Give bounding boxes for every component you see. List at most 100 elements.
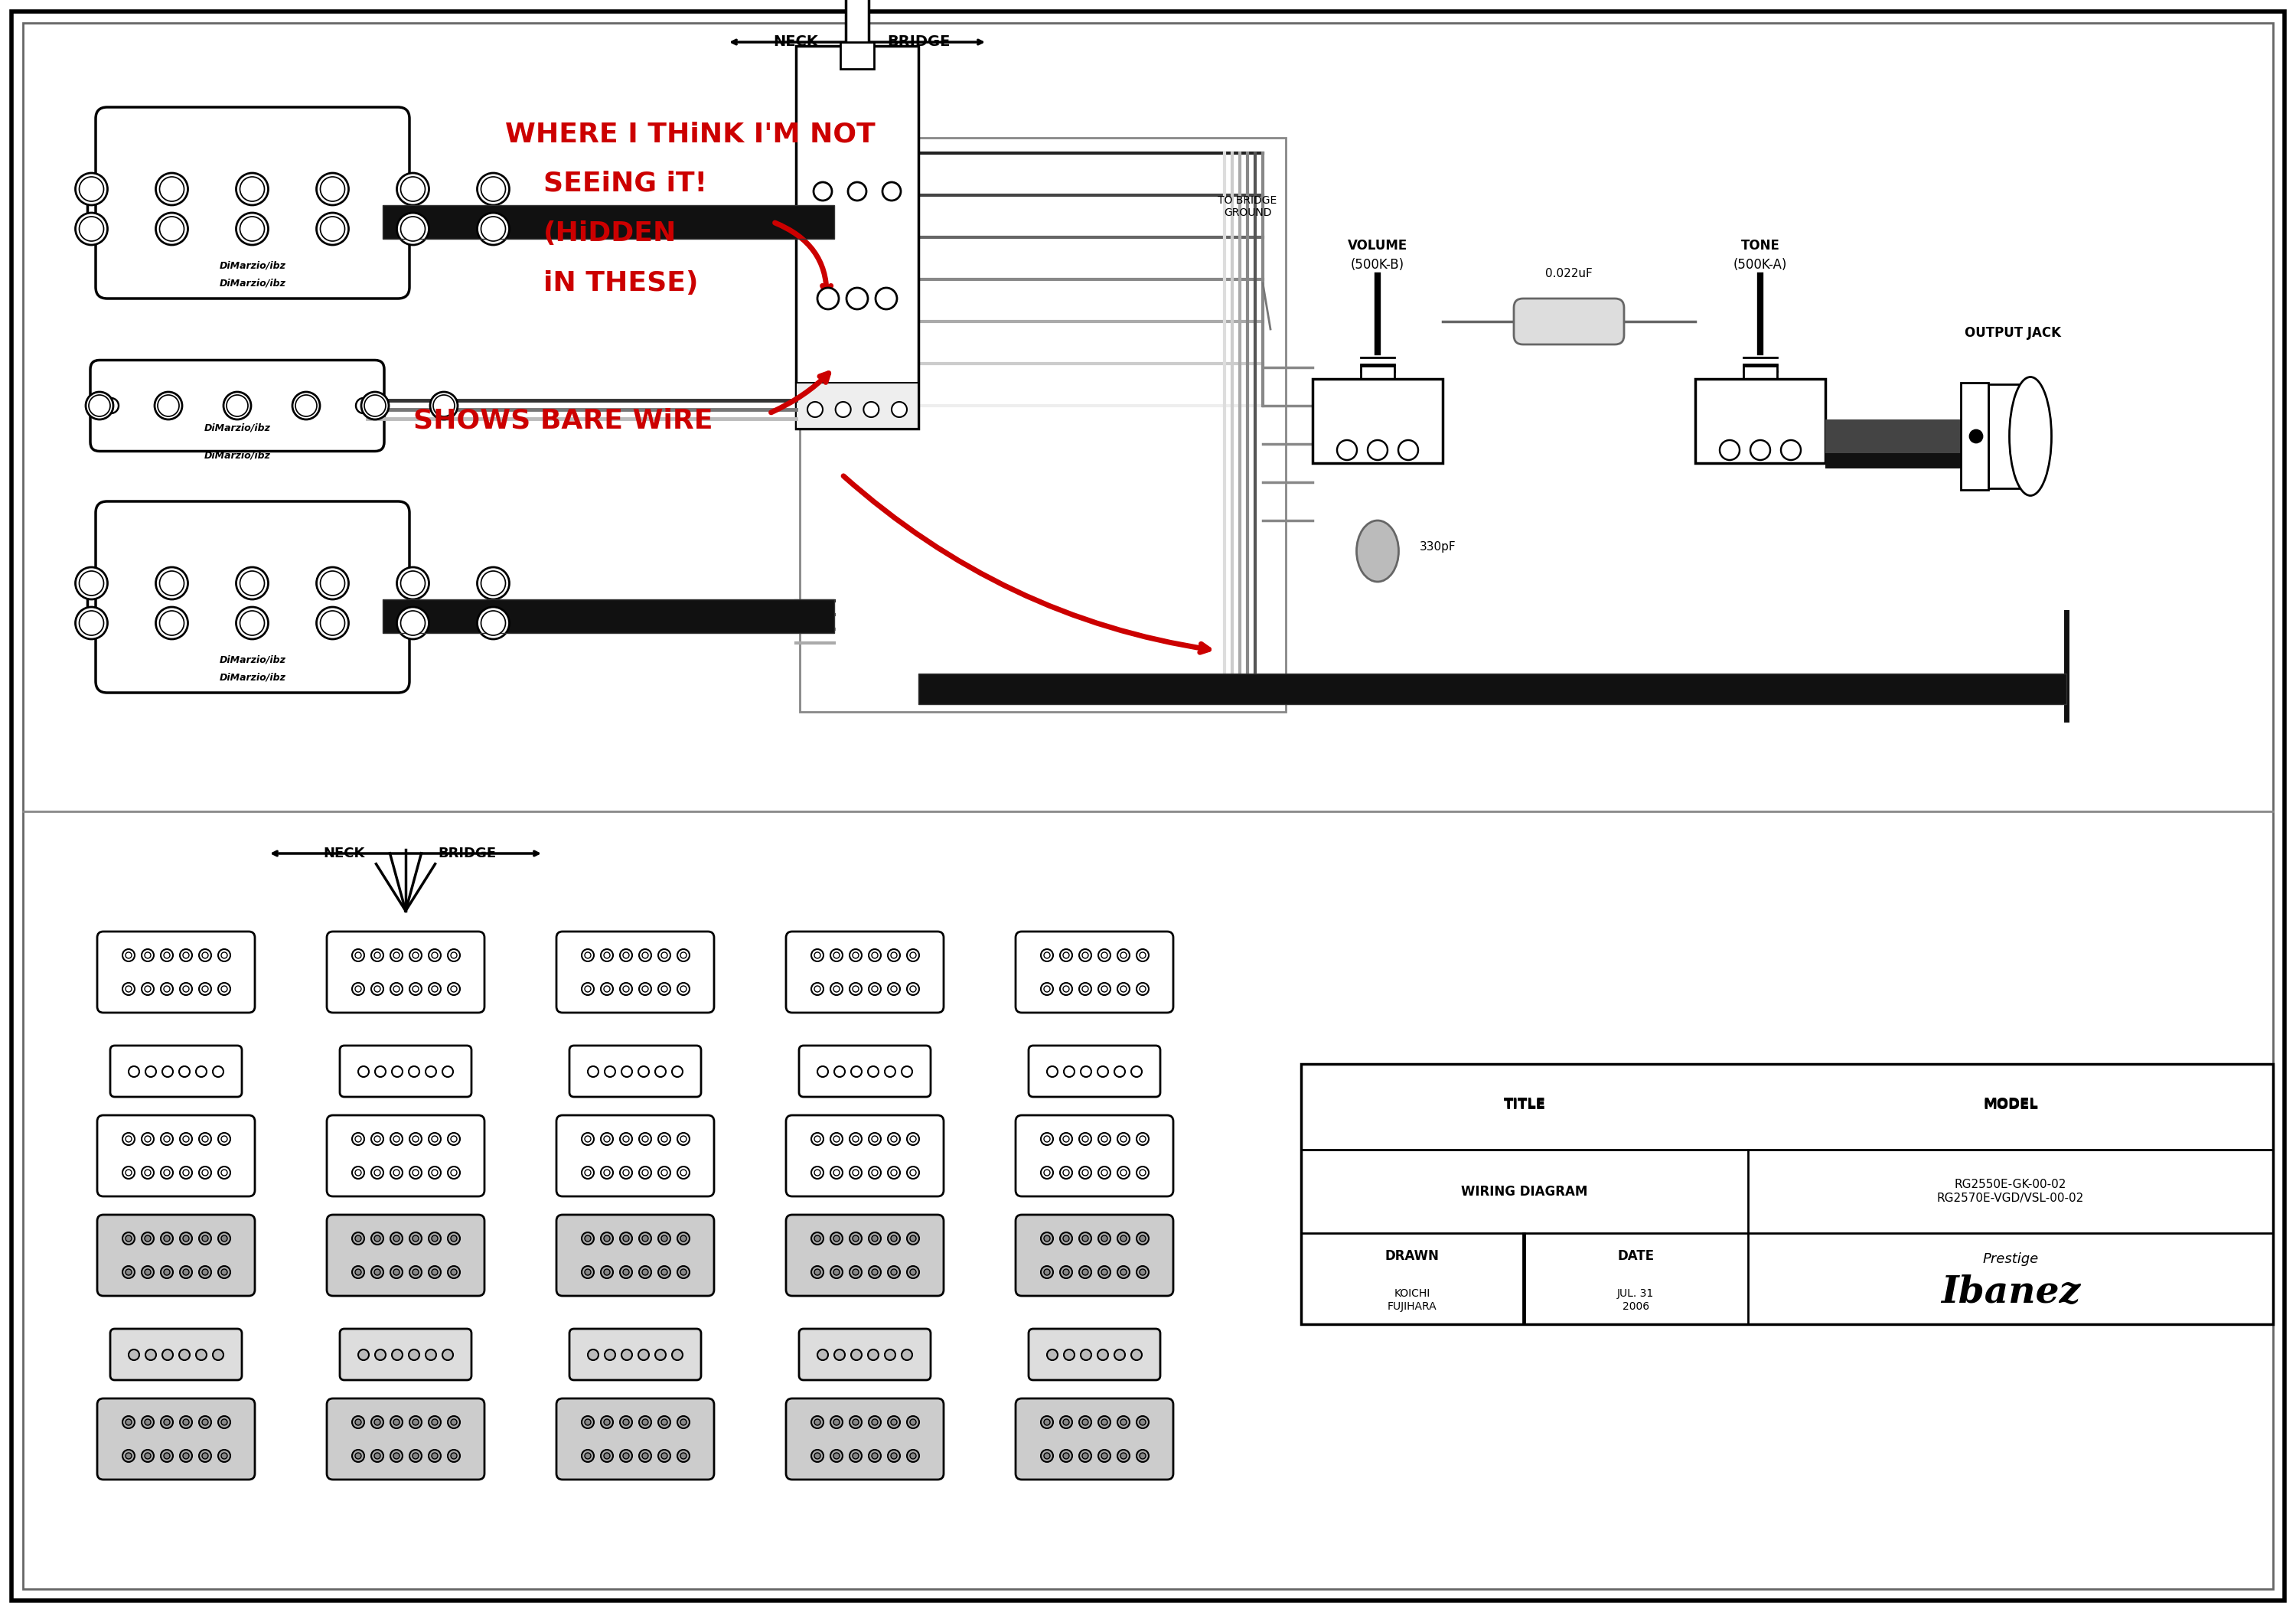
Circle shape <box>448 1265 459 1278</box>
Circle shape <box>1102 1136 1107 1141</box>
Circle shape <box>1061 1167 1072 1178</box>
FancyBboxPatch shape <box>96 106 409 298</box>
Circle shape <box>129 1066 140 1077</box>
Circle shape <box>179 1066 191 1077</box>
Circle shape <box>220 1452 227 1459</box>
Circle shape <box>482 571 505 595</box>
Circle shape <box>1081 1452 1088 1459</box>
Circle shape <box>163 1419 170 1425</box>
Circle shape <box>126 1136 131 1141</box>
Bar <box>383 205 833 239</box>
Circle shape <box>292 392 319 419</box>
Circle shape <box>220 1269 227 1275</box>
FancyBboxPatch shape <box>785 1399 944 1480</box>
FancyBboxPatch shape <box>96 932 255 1012</box>
Circle shape <box>145 1419 152 1425</box>
Circle shape <box>393 987 400 991</box>
Circle shape <box>817 1066 829 1077</box>
FancyBboxPatch shape <box>1015 1399 1173 1480</box>
Circle shape <box>200 983 211 995</box>
Circle shape <box>413 987 418 991</box>
Circle shape <box>393 1349 402 1361</box>
Circle shape <box>1040 949 1054 961</box>
Circle shape <box>78 177 103 202</box>
Text: DATE: DATE <box>1616 1249 1653 1262</box>
Circle shape <box>179 1349 191 1361</box>
Circle shape <box>478 608 510 638</box>
Circle shape <box>202 1419 209 1425</box>
Circle shape <box>184 1452 188 1459</box>
Text: (500K-A): (500K-A) <box>1733 258 1786 272</box>
Circle shape <box>393 1066 402 1077</box>
Circle shape <box>891 1269 898 1275</box>
Circle shape <box>390 1232 402 1244</box>
Circle shape <box>604 1349 615 1361</box>
Circle shape <box>1063 1136 1070 1141</box>
Circle shape <box>815 1136 820 1141</box>
Circle shape <box>907 1449 918 1462</box>
Circle shape <box>179 1415 193 1428</box>
Circle shape <box>239 216 264 242</box>
Circle shape <box>1137 1133 1148 1145</box>
Circle shape <box>1114 1066 1125 1077</box>
Circle shape <box>833 1066 845 1077</box>
Circle shape <box>1081 1136 1088 1141</box>
Circle shape <box>891 1136 898 1141</box>
Circle shape <box>659 1232 670 1244</box>
Circle shape <box>425 1066 436 1077</box>
Circle shape <box>400 177 425 202</box>
Bar <box>1988 384 2030 488</box>
Circle shape <box>585 1235 590 1241</box>
Circle shape <box>909 987 916 991</box>
Circle shape <box>356 1235 360 1241</box>
Circle shape <box>374 1136 381 1141</box>
Circle shape <box>872 953 877 958</box>
Circle shape <box>413 1235 418 1241</box>
Circle shape <box>852 1235 859 1241</box>
Circle shape <box>909 1170 916 1175</box>
Text: DRAWN: DRAWN <box>1384 1249 1440 1262</box>
Circle shape <box>620 983 631 995</box>
Circle shape <box>1063 987 1070 991</box>
Circle shape <box>850 1133 861 1145</box>
Circle shape <box>602 1415 613 1428</box>
Circle shape <box>1720 440 1740 459</box>
Circle shape <box>85 392 113 419</box>
Bar <box>383 600 833 634</box>
FancyBboxPatch shape <box>556 932 714 1012</box>
Circle shape <box>1045 1269 1049 1275</box>
Circle shape <box>409 1066 420 1077</box>
Circle shape <box>450 1136 457 1141</box>
Circle shape <box>850 949 861 961</box>
Circle shape <box>815 1269 820 1275</box>
Circle shape <box>1079 983 1091 995</box>
Circle shape <box>1097 1066 1109 1077</box>
Bar <box>397 582 418 613</box>
Circle shape <box>1118 1133 1130 1145</box>
Circle shape <box>163 1235 170 1241</box>
FancyBboxPatch shape <box>340 1046 471 1096</box>
Circle shape <box>76 567 108 600</box>
Circle shape <box>602 949 613 961</box>
Circle shape <box>145 1269 152 1275</box>
Circle shape <box>815 953 820 958</box>
Circle shape <box>372 949 383 961</box>
Circle shape <box>889 1133 900 1145</box>
Circle shape <box>1782 440 1800 459</box>
Circle shape <box>393 1269 400 1275</box>
Circle shape <box>218 1232 230 1244</box>
Circle shape <box>1118 983 1130 995</box>
Circle shape <box>1139 1136 1146 1141</box>
Circle shape <box>1097 1349 1109 1361</box>
Circle shape <box>351 1449 365 1462</box>
Circle shape <box>1137 1415 1148 1428</box>
Circle shape <box>643 953 647 958</box>
Bar <box>797 382 918 429</box>
Circle shape <box>604 987 611 991</box>
Circle shape <box>868 983 882 995</box>
Circle shape <box>585 987 590 991</box>
Circle shape <box>374 1066 386 1077</box>
Circle shape <box>195 1349 207 1361</box>
Circle shape <box>677 1167 689 1178</box>
Circle shape <box>581 1265 595 1278</box>
